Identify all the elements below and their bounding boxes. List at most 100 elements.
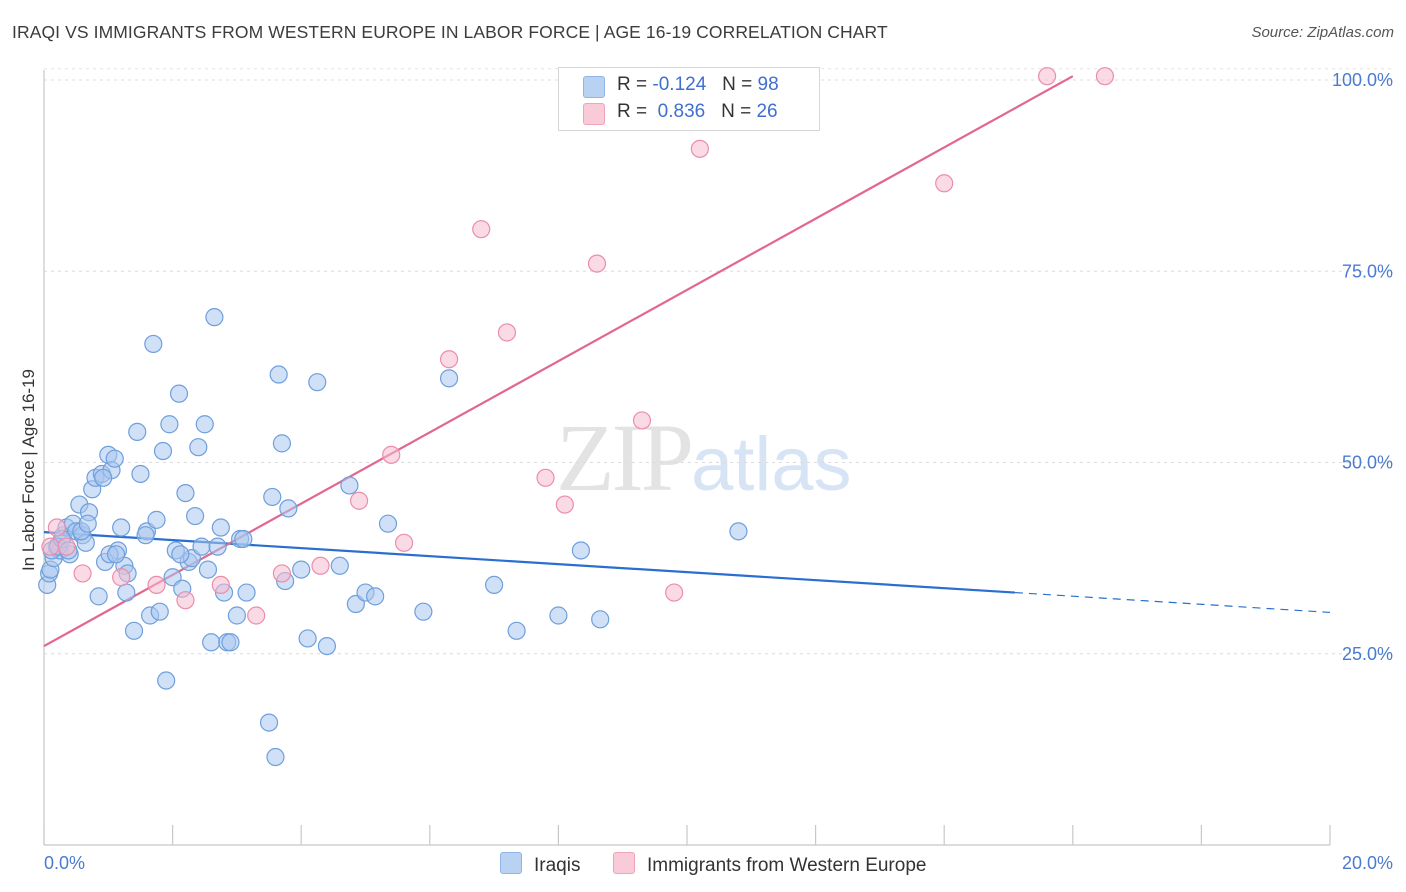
bottom-legend-label-western-europe: Immigrants from Western Europe	[647, 855, 927, 876]
western-europe-point	[1095, 67, 1115, 86]
western-europe-point	[349, 491, 369, 510]
iraqis-point	[89, 587, 108, 606]
western-europe-point	[690, 139, 709, 158]
iraqis-point	[279, 499, 298, 518]
iraqis-point	[292, 560, 311, 579]
bottom-legend-swatch-blue	[500, 852, 522, 874]
iraqis-point	[414, 602, 433, 621]
iraqis-point	[157, 671, 176, 690]
iraqis-point	[186, 506, 205, 526]
iraqis-point	[507, 621, 526, 640]
iraqis-point	[272, 434, 292, 453]
legend-n-label: N =	[721, 101, 752, 122]
y-tick-label: 25.0%	[1342, 644, 1393, 664]
western-europe-point	[935, 174, 954, 193]
iraqis-point	[485, 575, 504, 595]
watermark-zip: ZIP	[556, 404, 694, 511]
bottom-legend-label-iraqis: Iraqis	[534, 855, 581, 876]
legend-n-label: N =	[722, 74, 753, 95]
western-europe-point	[497, 323, 517, 342]
iraqis-point	[259, 713, 279, 732]
western-europe-point	[555, 495, 574, 514]
y-tick-label: 50.0%	[1342, 453, 1393, 473]
iraqis-point	[195, 415, 214, 434]
iraqis-point	[94, 468, 113, 487]
western-europe-point	[176, 591, 195, 610]
iraqis-point	[266, 747, 285, 767]
western-europe-point	[57, 537, 76, 556]
legend-r-label: R =	[617, 74, 648, 95]
iraqis-point	[591, 610, 610, 629]
iraqis-point	[378, 514, 398, 533]
bottom-legend-iraqis: Iraqis	[500, 852, 580, 877]
iraqis-point	[105, 449, 124, 468]
y-tick-label: 75.0%	[1342, 261, 1393, 281]
legend-n-value: 98	[757, 74, 779, 95]
iraqis-point	[330, 556, 349, 575]
legend-r-label: R =	[617, 101, 648, 122]
iraqis-point	[729, 522, 748, 541]
iraqis-point	[366, 587, 385, 606]
gridlines	[44, 68, 1392, 655]
iraqis-point	[192, 537, 211, 556]
iraqis-point	[234, 529, 253, 549]
western-europe-point	[587, 254, 607, 273]
x-tick-label: 0.0%	[44, 853, 85, 873]
iraqis-point	[439, 369, 459, 388]
iraqis-point	[106, 545, 126, 564]
bottom-legend-swatch-pink	[613, 852, 635, 874]
iraqis-point	[176, 484, 195, 503]
western-europe-point	[47, 518, 66, 537]
iraqis-point	[189, 438, 208, 457]
western-europe-point	[439, 350, 459, 369]
iraqis-trendline-extension	[1014, 591, 1331, 614]
bottom-legend-western-europe: Immigrants from Western Europe	[613, 852, 926, 877]
iraqis-point	[221, 633, 240, 652]
western-europe-point	[394, 533, 414, 552]
western-europe-point	[41, 537, 60, 556]
iraqis-point	[208, 537, 227, 556]
western-europe-point	[536, 468, 555, 487]
western-europe-point	[665, 583, 684, 602]
iraqis-point	[160, 415, 179, 434]
western-europe-point	[247, 606, 266, 625]
iraqis-points	[38, 308, 748, 767]
iraqis-point	[202, 633, 221, 652]
iraqis-point	[263, 487, 282, 507]
legend-n-value: 26	[756, 101, 778, 122]
iraqis-point	[171, 545, 190, 564]
iraqis-point	[549, 606, 568, 625]
iraqis-point	[128, 422, 147, 441]
source-credit: Source: ZipAtlas.com	[1251, 24, 1394, 41]
iraqis-point	[340, 476, 359, 495]
iraqis-point	[124, 621, 144, 640]
legend-text-iraqis: R = -0.124 N = 98	[617, 74, 779, 96]
iraqis-point	[298, 629, 317, 648]
iraqis-point	[78, 514, 97, 533]
iraqis-point	[227, 606, 246, 625]
iraqis-point	[150, 602, 169, 621]
legend-r-value: 0.836	[652, 101, 706, 122]
zipatlas-watermark: ZIPatlas	[556, 402, 852, 513]
western-europe-point	[632, 411, 652, 430]
iraqis-point	[237, 583, 256, 602]
tick-labels: 25.0% 50.0% 75.0% 100.0% 0.0% 20.0%	[44, 70, 1393, 873]
axes	[43, 70, 1331, 846]
legend-swatch-blue	[583, 76, 605, 98]
chart-title: IRAQI VS IMMIGRANTS FROM WESTERN EUROPE …	[12, 22, 888, 42]
iraqis-point	[136, 526, 155, 545]
iraqis-point	[211, 518, 230, 537]
stats-legend: R = -0.124 N = 98 R = 0.836 N = 26	[558, 67, 820, 131]
x-tick-label: 20.0%	[1342, 853, 1393, 873]
trendlines	[43, 75, 1331, 648]
iraqis-point	[269, 365, 288, 384]
western-europe-point	[147, 575, 166, 595]
iraqis-point	[317, 636, 337, 656]
y-tick-label: 100.0%	[1332, 70, 1393, 90]
iraqis-point	[117, 583, 136, 602]
western-europe-points	[41, 67, 1115, 625]
iraqis-point	[131, 464, 150, 484]
western-europe-point	[211, 575, 230, 595]
iraqis-point	[144, 334, 163, 354]
